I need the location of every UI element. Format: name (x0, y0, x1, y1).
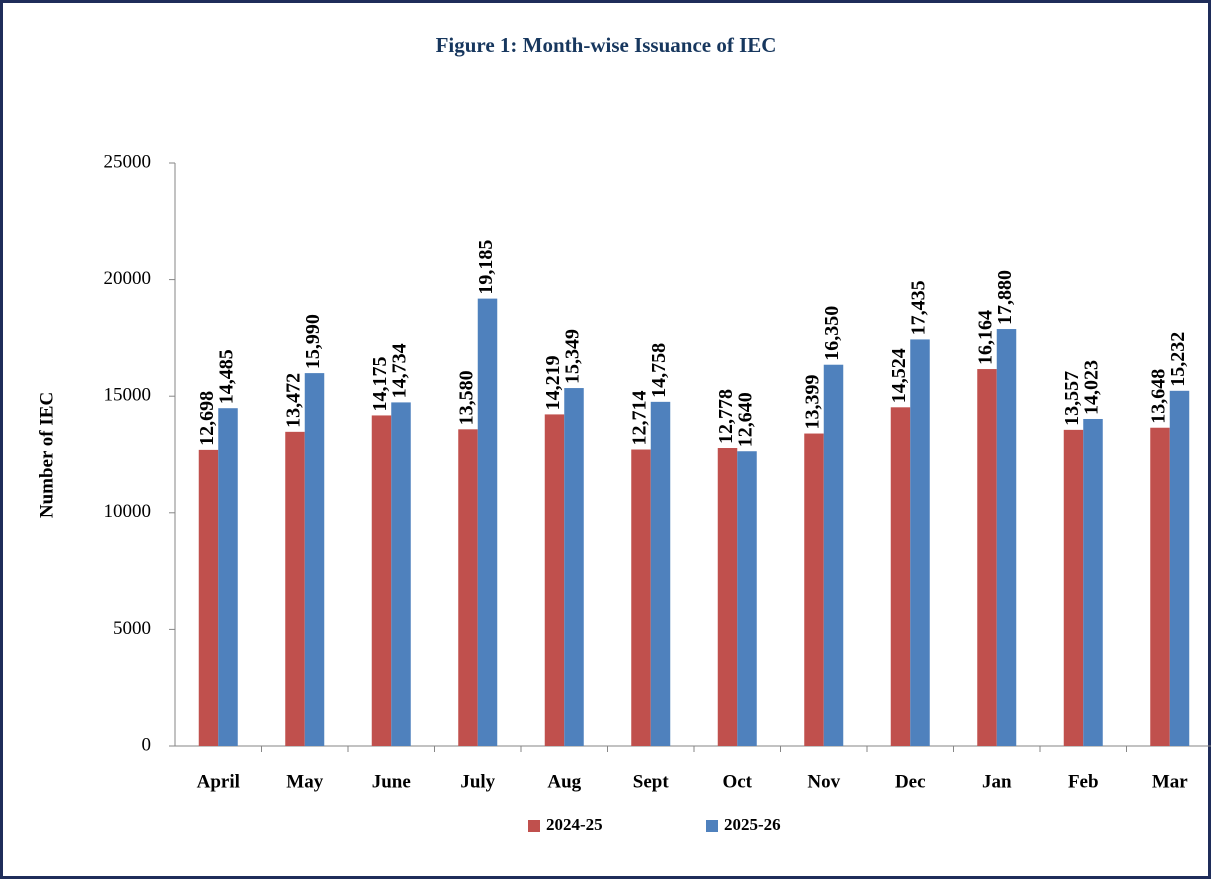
value-label: 15,232 (1167, 332, 1189, 387)
y-tick-label: 0 (142, 734, 152, 755)
value-label: 14,758 (648, 343, 670, 398)
bar (564, 388, 584, 746)
bar (804, 433, 824, 746)
value-label: 13,557 (1061, 371, 1083, 426)
value-label: 12,714 (629, 391, 651, 446)
x-tick-label: May (286, 771, 323, 792)
x-tick-label: Jan (982, 771, 1012, 792)
x-tick-label: Mar (1152, 771, 1188, 792)
bar (977, 369, 997, 746)
legend-label: 2025-26 (724, 815, 781, 834)
value-label: 13,399 (802, 375, 824, 430)
value-label: 17,880 (994, 270, 1016, 325)
bar (1150, 427, 1170, 746)
x-tick-label: Feb (1068, 771, 1099, 792)
value-label: 19,185 (475, 240, 497, 295)
value-label: 13,580 (456, 370, 478, 425)
value-label: 13,648 (1148, 369, 1170, 424)
legend-swatch (706, 820, 718, 832)
x-tick-label: Oct (722, 771, 752, 792)
bar (285, 431, 305, 746)
x-tick-label: Aug (547, 771, 581, 792)
bar (910, 339, 930, 746)
bar (1169, 390, 1190, 746)
y-tick-label: 25000 (104, 151, 152, 172)
x-tick-label: Dec (895, 771, 926, 792)
value-label: 17,435 (908, 280, 930, 335)
value-label: 12,778 (715, 389, 737, 444)
value-label: 16,164 (975, 310, 997, 365)
bar (477, 298, 498, 746)
chart-title: Figure 1: Month-wise Issuance of IEC (436, 33, 777, 57)
value-label: 13,472 (283, 373, 305, 428)
bar (737, 451, 757, 746)
bar (391, 402, 411, 746)
x-tick-label: June (372, 771, 411, 792)
value-label: 14,734 (389, 343, 411, 398)
bar (1083, 418, 1103, 746)
value-label: 14,175 (369, 356, 391, 411)
x-tick-label: July (460, 771, 495, 792)
value-label: 16,350 (821, 306, 843, 361)
value-label: 12,698 (196, 391, 218, 446)
value-label: 15,990 (302, 314, 324, 369)
bar (890, 407, 911, 746)
legend-swatch (528, 820, 540, 832)
x-tick-label: Nov (807, 771, 840, 792)
value-label: 14,524 (888, 348, 910, 403)
bar (650, 401, 671, 746)
bar (458, 429, 478, 746)
legend-label: 2024-25 (546, 815, 603, 834)
value-label: 12,640 (735, 392, 757, 447)
bar (823, 364, 844, 746)
y-tick-label: 5000 (113, 618, 151, 639)
y-tick-label: 15000 (104, 385, 152, 406)
bar (631, 449, 651, 746)
x-tick-label: April (197, 771, 240, 792)
y-tick-label: 10000 (104, 501, 152, 522)
bar (371, 415, 392, 746)
y-tick-label: 20000 (104, 268, 152, 289)
bar (218, 408, 238, 746)
bar (198, 449, 219, 746)
y-axis-label: Number of IEC (36, 392, 57, 518)
bar (544, 414, 565, 746)
value-label: 14,023 (1081, 360, 1103, 415)
x-tick-label: Sept (633, 771, 670, 792)
bar (717, 448, 738, 746)
value-label: 14,485 (216, 349, 238, 404)
value-label: 15,349 (562, 329, 584, 384)
value-label: 14,219 (542, 355, 564, 410)
bar (304, 373, 325, 746)
bar (996, 329, 1017, 746)
bar (1063, 429, 1084, 746)
